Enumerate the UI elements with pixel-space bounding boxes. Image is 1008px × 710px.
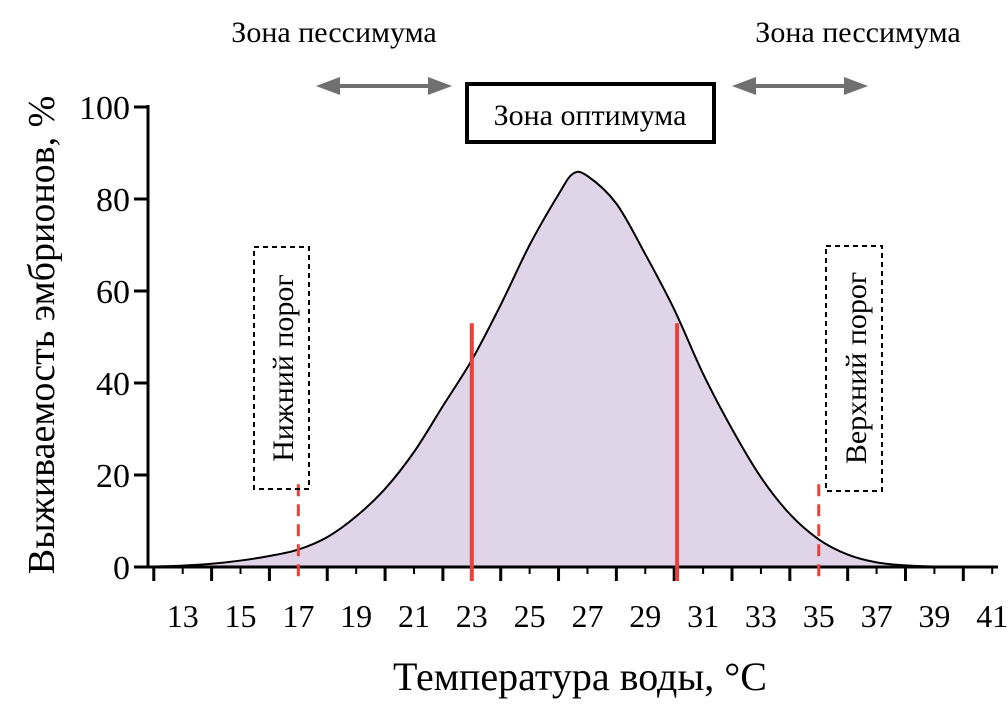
x-tick-label: 29 [629, 598, 661, 634]
optimum-zone-label: Зона оптимума [494, 99, 687, 132]
upper-threshold-box [825, 245, 883, 492]
x-ticks: 13 15 17 19 21 23 25 27 29 31 33 35 37 39 41 [152, 567, 1008, 634]
y-tick-label: 0 [113, 550, 130, 587]
x-tick-label: 37 [861, 598, 893, 634]
y-tick-label: 40 [96, 366, 130, 403]
y-ticks: 0 20 40 60 80 100 [79, 90, 148, 587]
x-tick-label: 19 [340, 598, 372, 634]
y-axis-label: Выживаемость эмбрионов, % [21, 96, 63, 575]
upper-threshold-label: Верхний порог [840, 272, 873, 464]
x-tick-label: 15 [225, 598, 257, 634]
x-tick-label: 27 [571, 598, 603, 634]
y-tick-label: 100 [79, 90, 130, 127]
y-tick-label: 20 [96, 458, 130, 495]
x-tick-label: 13 [167, 598, 199, 634]
pessimum-zone-label-left: Зона пессимума [231, 16, 436, 49]
lower-threshold-box [253, 246, 310, 490]
y-tick-label: 60 [96, 274, 130, 311]
x-tick-label: 21 [398, 598, 430, 634]
pessimum-arrow-right [732, 77, 868, 95]
y-tick-label: 80 [96, 182, 130, 219]
x-tick-label: 33 [745, 598, 777, 634]
x-tick-label: 23 [456, 598, 488, 634]
x-tick-label: 39 [918, 598, 950, 634]
x-axis-label: Температура воды, °C [393, 654, 767, 699]
x-tick-label: 35 [803, 598, 835, 634]
x-tick-label: 41 [976, 598, 1008, 634]
x-tick-label: 25 [514, 598, 546, 634]
optimum-zone-box [465, 82, 716, 144]
lower-threshold-label: Нижний порог [267, 274, 300, 461]
pessimum-arrow-left [316, 77, 452, 95]
survival-curve-area [153, 171, 964, 568]
x-tick-label: 17 [282, 598, 314, 634]
x-tick-label: 31 [687, 598, 719, 634]
marker-lines [296, 323, 821, 581]
pessimum-zone-label-right: Зона пессимума [755, 16, 960, 49]
